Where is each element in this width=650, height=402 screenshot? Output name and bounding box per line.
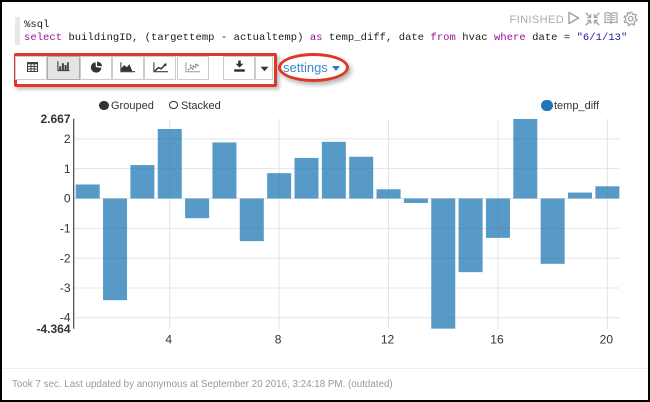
svg-text:20: 20 <box>600 333 614 347</box>
svg-text:2.667: 2.667 <box>40 112 70 126</box>
svg-text:8: 8 <box>275 333 282 347</box>
svg-text:-2: -2 <box>60 251 71 265</box>
svg-text:2: 2 <box>64 132 71 146</box>
svg-text:4: 4 <box>165 333 172 347</box>
svg-text:12: 12 <box>381 333 395 347</box>
svg-text:-4.364: -4.364 <box>36 322 70 336</box>
svg-text:-3: -3 <box>60 281 71 295</box>
svg-text:1: 1 <box>64 162 71 176</box>
svg-text:0: 0 <box>64 192 71 206</box>
svg-text:-4: -4 <box>60 310 71 324</box>
svg-text:-1: -1 <box>60 222 71 236</box>
svg-text:16: 16 <box>490 333 504 347</box>
